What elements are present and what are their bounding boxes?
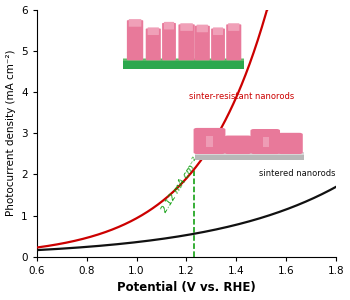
X-axis label: Potential (V vs. RHE): Potential (V vs. RHE)	[117, 281, 256, 294]
Text: sintered nanorods: sintered nanorods	[259, 169, 335, 178]
Text: sinter-resistant nanorods: sinter-resistant nanorods	[189, 92, 294, 101]
Text: 2.12 mA cm⁻²: 2.12 mA cm⁻²	[160, 155, 201, 214]
Y-axis label: Photocurrent density (mA cm⁻²): Photocurrent density (mA cm⁻²)	[6, 50, 15, 217]
